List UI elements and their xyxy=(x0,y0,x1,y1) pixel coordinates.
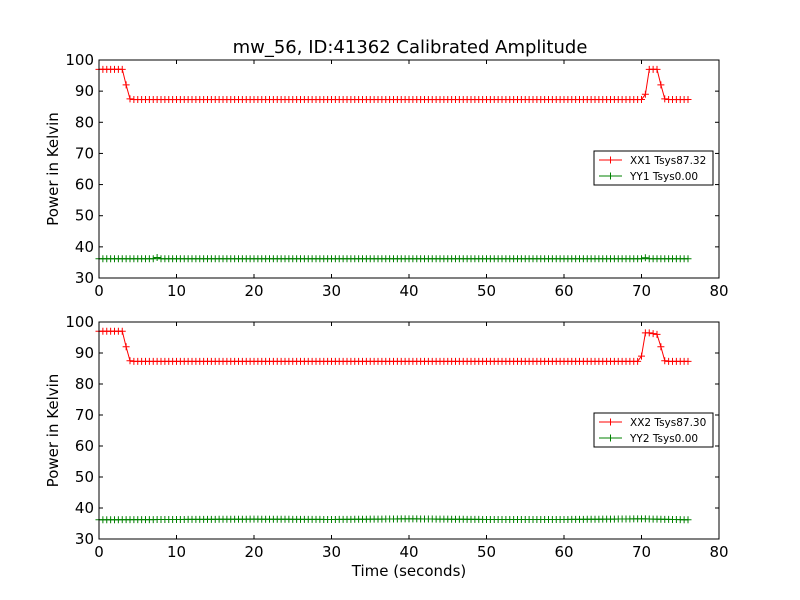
legend-swatch xyxy=(599,156,622,164)
x-tick-label: 0 xyxy=(94,282,104,300)
series-yy1 xyxy=(95,253,692,263)
x-tick-label: 70 xyxy=(632,543,651,561)
data-point-marker xyxy=(638,255,645,263)
y-tick-label: 30 xyxy=(75,269,94,287)
x-tick-label: 20 xyxy=(244,543,263,561)
y-tick-label: 90 xyxy=(75,82,94,100)
series-xx2 xyxy=(95,327,692,365)
x-tick-label: 60 xyxy=(554,543,573,561)
x-tick-label: 0 xyxy=(94,543,104,561)
y-tick-label: 40 xyxy=(75,238,94,256)
legend-label: YY2 Tsys0.00 xyxy=(629,433,698,445)
x-tick-label: 20 xyxy=(244,282,263,300)
data-point-marker xyxy=(126,95,134,103)
x-tick-label: 50 xyxy=(477,543,496,561)
x-tick-label: 10 xyxy=(167,282,186,300)
x-tick-label: 10 xyxy=(167,543,186,561)
series-yy2 xyxy=(95,515,692,524)
data-point-marker xyxy=(653,330,661,338)
panel-2: 0 10 20 30 40 50 60 70 80 30 40 50 60 70 80 90 100 Power … xyxy=(44,313,729,580)
y-axis-label: Power in Kelvin xyxy=(44,112,62,226)
y-tick-label: 50 xyxy=(75,468,94,486)
data-point-marker xyxy=(122,343,130,351)
x-axis-label: Time (seconds) xyxy=(351,562,467,580)
x-tick-label: 40 xyxy=(399,282,418,300)
data-point-marker xyxy=(684,357,692,365)
data-point-marker xyxy=(638,96,645,104)
data-point-marker xyxy=(634,357,642,365)
x-tick-label: 30 xyxy=(322,282,341,300)
data-point-marker xyxy=(684,516,692,524)
y-tick-label: 100 xyxy=(65,313,94,331)
x-tick-label: 50 xyxy=(477,282,496,300)
series-line xyxy=(99,330,688,362)
data-point-marker xyxy=(661,357,669,365)
data-point-marker xyxy=(638,352,645,360)
x-tick-label: 40 xyxy=(399,543,418,561)
data-point-marker xyxy=(653,65,661,73)
legend: XX1 Tsys87.32 YY1 Tsys0.00 xyxy=(593,150,714,186)
y-tick-label: 80 xyxy=(75,113,94,131)
series-xx1 xyxy=(95,65,692,104)
x-tick-label: 30 xyxy=(322,543,341,561)
data-point-marker xyxy=(661,95,669,103)
data-point-marker xyxy=(657,343,665,351)
y-tick-label: 50 xyxy=(75,207,94,225)
legend-box xyxy=(593,412,714,448)
chart-title: mw_56, ID:41362 Calibrated Amplitude xyxy=(233,37,588,58)
legend-swatch xyxy=(599,418,622,426)
data-point-marker xyxy=(645,329,653,337)
data-point-marker xyxy=(684,255,692,263)
data-point-marker xyxy=(126,357,134,365)
y-tick-label: 90 xyxy=(75,344,94,362)
x-tick-label: 70 xyxy=(632,282,651,300)
y-tick-label: 60 xyxy=(75,176,94,194)
x-tick-label: 80 xyxy=(709,282,728,300)
x-tick-label: 80 xyxy=(709,543,728,561)
y-tick-label: 80 xyxy=(75,375,94,393)
data-point-marker xyxy=(649,330,657,338)
legend-label: XX2 Tsys87.30 xyxy=(630,417,706,429)
legend: XX2 Tsys87.30 YY2 Tsys0.00 xyxy=(593,412,714,448)
data-point-marker xyxy=(641,254,649,262)
legend-label: YY1 Tsys0.00 xyxy=(629,171,698,183)
y-tick-label: 30 xyxy=(75,530,94,548)
data-point-marker xyxy=(684,96,692,104)
y-tick-label: 60 xyxy=(75,437,94,455)
data-point-marker xyxy=(149,255,157,263)
data-point-marker xyxy=(122,81,130,89)
series-line xyxy=(99,68,688,101)
data-point-marker xyxy=(118,327,126,335)
data-point-marker xyxy=(657,81,665,89)
x-tick-label: 60 xyxy=(554,282,573,300)
y-axis-label: Power in Kelvin xyxy=(44,374,62,488)
data-point-marker xyxy=(641,90,649,98)
legend-swatch xyxy=(599,172,622,180)
y-tick-label: 40 xyxy=(75,499,94,517)
data-point-marker xyxy=(153,253,161,261)
y-tick-label: 70 xyxy=(75,406,94,424)
y-tick-label: 100 xyxy=(65,51,94,69)
panel-1: 0 10 20 30 40 50 60 70 80 30 40 50 60 70 80 90 100 Power … xyxy=(44,51,729,300)
legend-label: XX1 Tsys87.32 xyxy=(630,155,706,167)
legend-box xyxy=(593,150,714,186)
y-tick-label: 70 xyxy=(75,144,94,162)
data-point-marker xyxy=(118,65,126,73)
legend-swatch xyxy=(599,434,622,442)
